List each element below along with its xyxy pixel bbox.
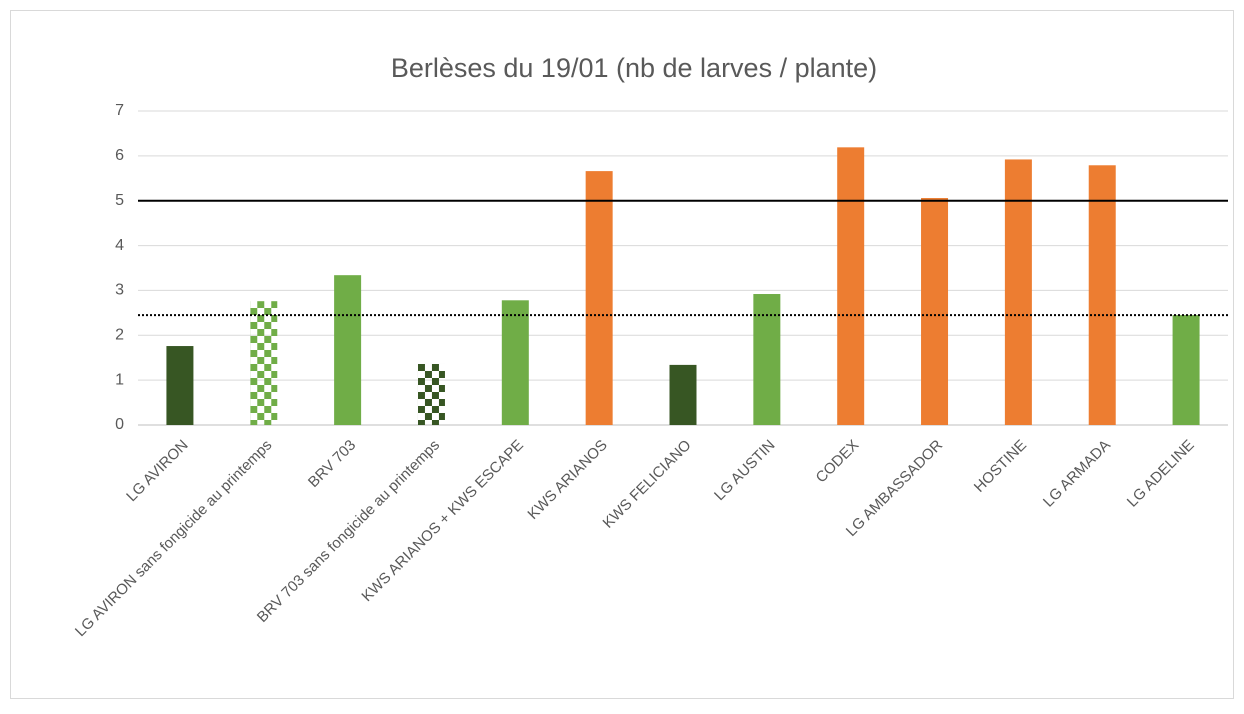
y-tick-label: 2	[115, 327, 124, 344]
bar	[1004, 159, 1032, 425]
bar	[250, 301, 278, 425]
bar	[166, 346, 194, 425]
bar	[334, 275, 362, 425]
bar	[669, 364, 697, 425]
bar	[501, 300, 529, 425]
y-tick-label: 6	[115, 147, 124, 164]
bar	[417, 363, 445, 425]
y-tick-label: 1	[115, 371, 124, 388]
chart-border	[10, 10, 1234, 699]
bar	[1088, 165, 1116, 425]
y-tick-label: 3	[115, 282, 124, 299]
bar	[837, 147, 865, 425]
y-tick-label: 0	[115, 416, 124, 433]
y-tick-label: 5	[115, 192, 124, 209]
bar	[585, 171, 613, 425]
chart-title: Berlèses du 19/01 (nb de larves / plante…	[391, 53, 877, 83]
y-tick-label: 7	[115, 102, 124, 119]
bar	[1172, 315, 1200, 425]
bar	[921, 198, 949, 425]
y-tick-label: 4	[115, 237, 124, 254]
bar	[753, 294, 781, 425]
